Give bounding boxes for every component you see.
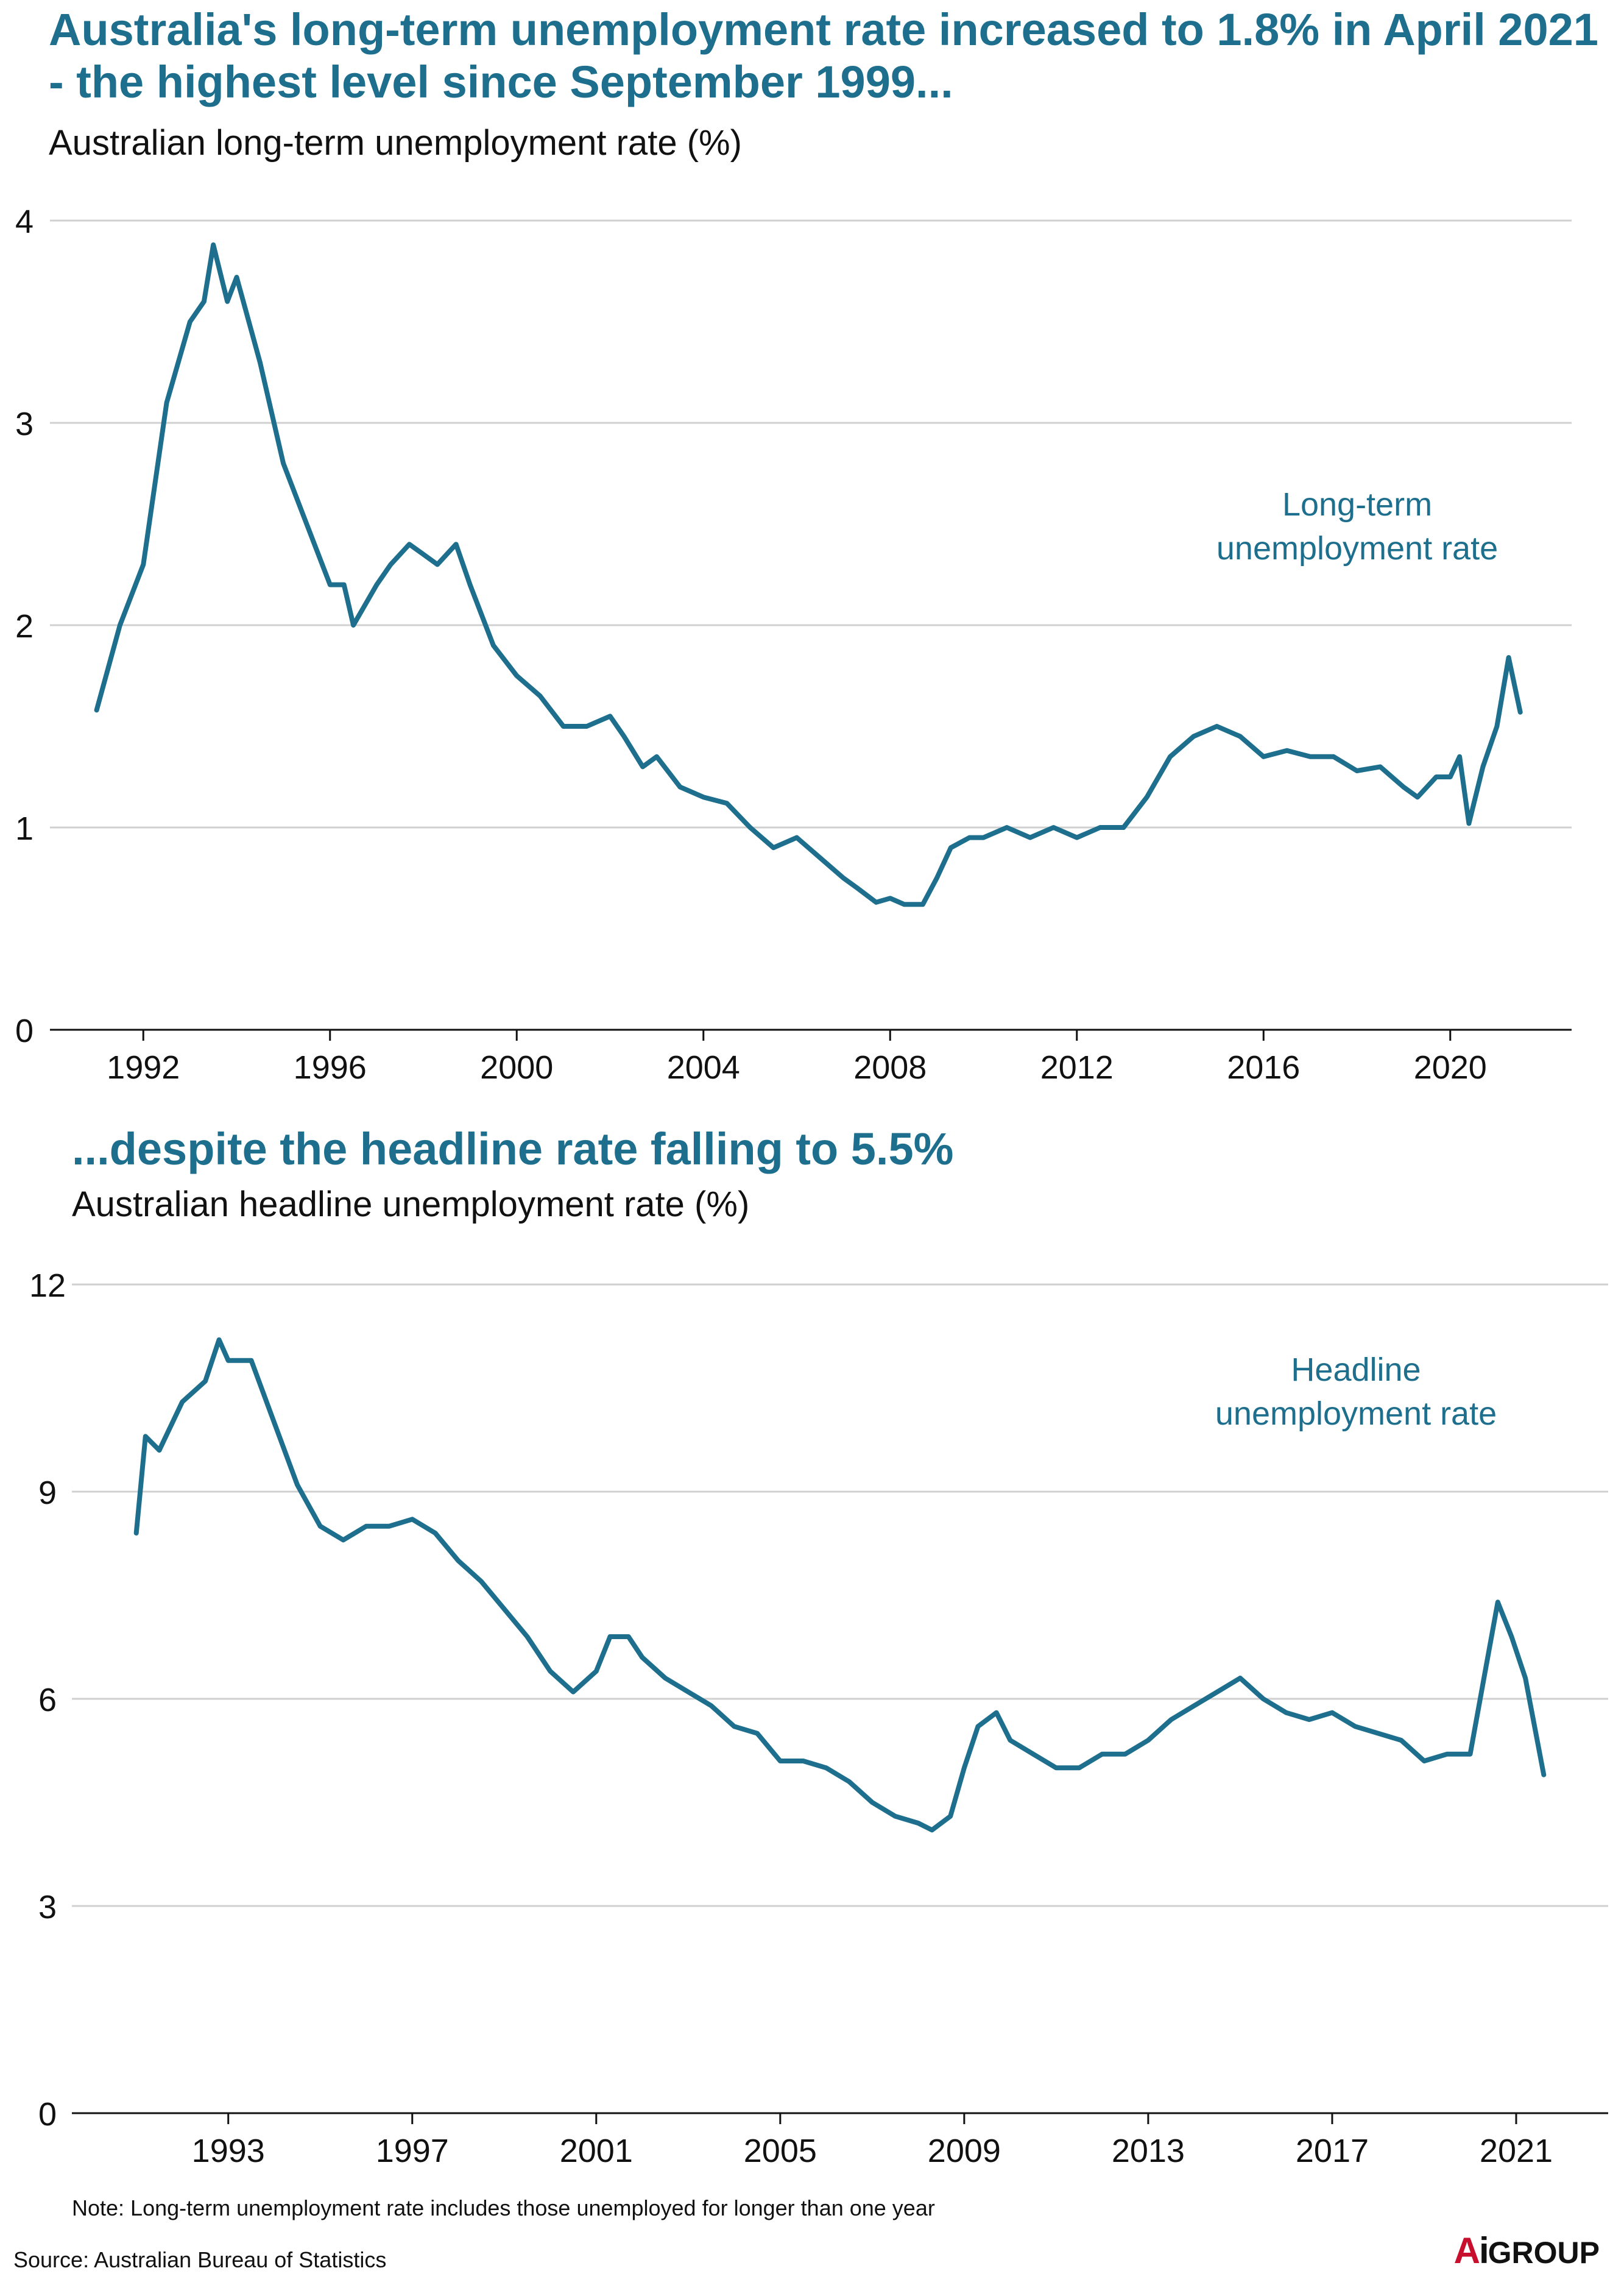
y-tick-label: 2	[15, 608, 34, 645]
x-tick-label: 2008	[853, 1049, 927, 1086]
y-tick-label: 3	[38, 1889, 57, 1925]
logo-letter-a: A	[1453, 2230, 1480, 2271]
series-line	[94, 242, 1523, 907]
aigroup-logo: AiGROUP	[1454, 2230, 1600, 2272]
source-credit: Source: Australian Bureau of Statistics	[13, 2247, 387, 2272]
series-annotation: unemployment rate	[1215, 1395, 1497, 1432]
chart-1-subtitle: Australian long-term unemployment rate (…	[49, 123, 742, 163]
x-tick-label: 1996	[294, 1049, 367, 1086]
chart-2-title: ...despite the headline rate falling to …	[72, 1124, 954, 1174]
x-tick-label: 1997	[376, 2133, 449, 2169]
x-tick-label: 1993	[192, 2133, 265, 2169]
y-tick-label: 6	[38, 1682, 57, 1718]
x-tick-label: 2009	[928, 2133, 1001, 2169]
logo-letter-i: i	[1478, 2230, 1489, 2271]
series-line	[133, 1337, 1547, 1833]
series-annotation: unemployment rate	[1216, 530, 1498, 567]
x-tick-label: 1992	[107, 1049, 180, 1086]
x-tick-label: 2001	[560, 2133, 633, 2169]
x-tick-label: 2021	[1480, 2133, 1553, 2169]
y-tick-label: 4	[15, 204, 34, 240]
long-term-unemployment-chart: 0 1 2 3 4 1992 1996 2000 2004 2008 2012 2016 2020 Lon…	[15, 204, 1572, 1086]
x-tick-label: 2012	[1040, 1049, 1114, 1086]
y-tick-label: 12	[29, 1267, 66, 1304]
y-tick-label: 3	[15, 406, 34, 442]
chart-1-title: Australia's long-term unemployment rate …	[49, 4, 1598, 107]
footnote: Note: Long-term unemployment rate includ…	[72, 2195, 935, 2220]
x-tick-label: 2005	[744, 2133, 817, 2169]
headline-unemployment-chart: 0 3 6 9 12 1993 1997 2001 2005 2009 2013 2017 2021 He…	[29, 1267, 1608, 2169]
x-tick-label: 2017	[1296, 2133, 1369, 2169]
y-tick-label: 0	[15, 1013, 34, 1049]
chart-2-subtitle: Australian headline unemployment rate (%…	[72, 1185, 750, 1224]
series-annotation: Long-term	[1282, 486, 1432, 523]
x-tick-label: 2000	[480, 1049, 553, 1086]
y-tick-label: 9	[38, 1475, 57, 1511]
series-annotation: Headline	[1291, 1352, 1421, 1388]
x-tick-label: 2004	[667, 1049, 740, 1086]
x-tick-label: 2013	[1112, 2133, 1185, 2169]
y-tick-label: 1	[15, 810, 34, 847]
x-tick-label: 2016	[1227, 1049, 1300, 1086]
logo-word-group: GROUP	[1488, 2236, 1600, 2270]
y-tick-label: 0	[38, 2096, 57, 2133]
x-tick-label: 2020	[1414, 1049, 1487, 1086]
